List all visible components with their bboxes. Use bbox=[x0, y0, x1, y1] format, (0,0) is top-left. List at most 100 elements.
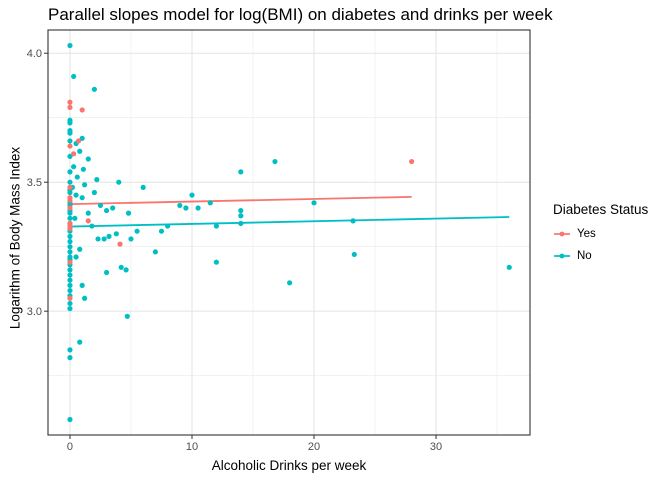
point-no bbox=[67, 277, 73, 283]
legend-item-no: No bbox=[553, 245, 648, 267]
point-yes bbox=[117, 241, 123, 247]
point-no bbox=[213, 259, 219, 265]
point-no bbox=[152, 249, 158, 255]
point-no bbox=[123, 267, 129, 273]
legend-title: Diabetes Status bbox=[553, 202, 649, 217]
point-no bbox=[67, 215, 73, 221]
point-no bbox=[67, 233, 73, 239]
point-no bbox=[189, 192, 195, 198]
point-no bbox=[118, 264, 124, 270]
point-no bbox=[351, 251, 357, 258]
point-no bbox=[67, 272, 73, 278]
point-no bbox=[506, 264, 512, 270]
point-no bbox=[94, 177, 100, 183]
point-no bbox=[67, 210, 73, 216]
point-no bbox=[67, 130, 73, 136]
point-yes bbox=[67, 99, 73, 105]
point-no bbox=[101, 236, 107, 242]
point-no bbox=[77, 246, 83, 252]
point-no bbox=[195, 205, 201, 211]
point-no bbox=[67, 117, 73, 123]
point-no bbox=[238, 213, 244, 219]
y-axis-title: Logarithm of Body Mass Index bbox=[7, 146, 23, 330]
point-no bbox=[67, 416, 73, 423]
point-no bbox=[103, 269, 110, 276]
point-no bbox=[213, 223, 219, 229]
point-no bbox=[71, 73, 77, 80]
point-no bbox=[80, 166, 86, 172]
point-no bbox=[67, 347, 73, 353]
point-no bbox=[128, 236, 134, 242]
x-tick-label: 20 bbox=[308, 441, 320, 453]
fit-line-yes bbox=[69, 196, 412, 206]
point-no bbox=[67, 300, 73, 307]
point-no bbox=[71, 164, 77, 170]
point-no bbox=[77, 148, 83, 154]
point-no bbox=[140, 184, 146, 190]
y-tick-label: 3.0 bbox=[27, 306, 42, 318]
point-no bbox=[85, 156, 91, 162]
point-no bbox=[67, 267, 73, 273]
point-no bbox=[82, 295, 88, 301]
point-no bbox=[67, 169, 73, 175]
point-yes bbox=[85, 218, 91, 224]
point-no bbox=[77, 339, 83, 345]
point-yes bbox=[67, 226, 73, 232]
point-no bbox=[85, 210, 91, 216]
point-no bbox=[67, 305, 73, 312]
y-tick-label: 3.5 bbox=[27, 177, 42, 189]
panel-border-layer bbox=[47, 29, 531, 436]
point-no bbox=[110, 205, 116, 211]
point-no bbox=[79, 282, 85, 288]
point-yes bbox=[67, 295, 73, 301]
point-no bbox=[164, 223, 171, 229]
point-no bbox=[67, 244, 73, 250]
point-no bbox=[67, 138, 73, 144]
point-no bbox=[134, 228, 140, 234]
point-no bbox=[124, 313, 130, 319]
legend-key-yes bbox=[554, 231, 570, 237]
x-tick-label: 10 bbox=[186, 441, 198, 453]
point-yes bbox=[67, 197, 73, 203]
point-yes bbox=[67, 104, 73, 110]
point-no bbox=[272, 158, 278, 165]
point-no bbox=[72, 215, 78, 221]
point-yes bbox=[67, 184, 73, 190]
point-no bbox=[287, 280, 293, 286]
point-no bbox=[350, 218, 356, 224]
point-no bbox=[125, 210, 132, 216]
point-no bbox=[113, 231, 119, 237]
legend-key-no bbox=[554, 253, 570, 259]
panel-border bbox=[47, 29, 531, 436]
point-no bbox=[67, 179, 73, 185]
point-no bbox=[91, 189, 97, 196]
point-yes bbox=[79, 107, 85, 113]
fit-line-no bbox=[69, 216, 510, 228]
point-no bbox=[311, 200, 317, 206]
point-no bbox=[116, 179, 122, 185]
point-no bbox=[67, 238, 73, 245]
point-no bbox=[238, 207, 244, 214]
x-tick-label: 0 bbox=[67, 441, 73, 453]
point-no bbox=[238, 169, 244, 175]
point-no bbox=[79, 195, 85, 201]
chart-title: Parallel slopes model for log(BMI) on di… bbox=[48, 5, 553, 24]
point-no bbox=[103, 207, 110, 214]
legend-label-no: No bbox=[577, 250, 592, 262]
fit-lines-layer bbox=[69, 196, 510, 228]
point-yes bbox=[67, 205, 73, 211]
point-no bbox=[97, 202, 104, 209]
axis-ticks-layer: 0 10 20 30 3.0 3.5 4.0 bbox=[27, 48, 442, 453]
x-axis-title: Alcoholic Drinks per week bbox=[211, 458, 367, 473]
point-no bbox=[67, 153, 73, 160]
points-layer bbox=[67, 42, 512, 423]
point-yes bbox=[75, 138, 82, 144]
point-yes bbox=[409, 158, 415, 165]
point-no bbox=[67, 355, 73, 361]
point-no bbox=[183, 205, 189, 211]
point-no bbox=[67, 287, 73, 294]
point-no bbox=[95, 236, 101, 242]
point-no bbox=[67, 249, 73, 255]
